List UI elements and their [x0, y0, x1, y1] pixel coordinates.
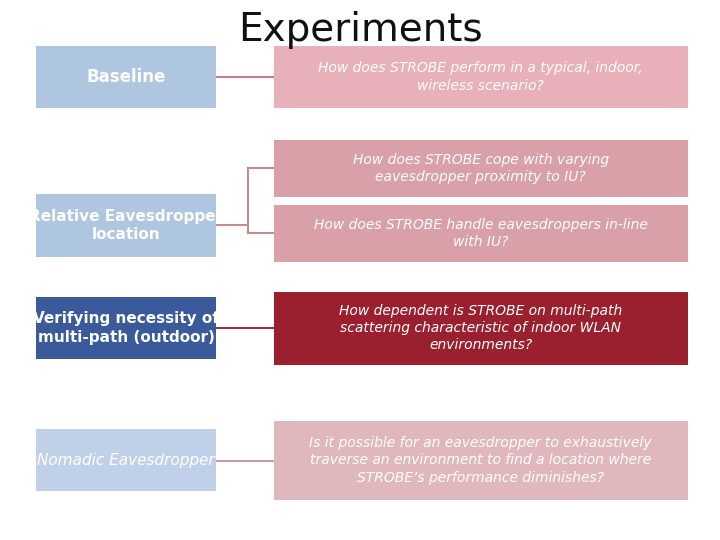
Text: How dependent is STROBE on multi-path
scattering characteristic of indoor WLAN
e: How dependent is STROBE on multi-path sc… [339, 303, 622, 352]
Text: Nomadic Eavesdropper: Nomadic Eavesdropper [37, 453, 215, 468]
Text: Is it possible for an eavesdropper to exhaustively
traverse an environment to fi: Is it possible for an eavesdropper to ex… [310, 436, 652, 485]
FancyBboxPatch shape [274, 421, 688, 500]
Text: How does STROBE cope with varying
eavesdropper proximity to IU?: How does STROBE cope with varying eavesd… [353, 153, 608, 184]
Text: Relative Eavesdropper
location: Relative Eavesdropper location [29, 208, 223, 242]
Text: How does STROBE perform in a typical, indoor,
wireless scenario?: How does STROBE perform in a typical, in… [318, 62, 643, 92]
FancyBboxPatch shape [274, 205, 688, 262]
FancyBboxPatch shape [36, 194, 216, 256]
FancyBboxPatch shape [36, 429, 216, 491]
FancyBboxPatch shape [274, 292, 688, 364]
FancyBboxPatch shape [274, 46, 688, 108]
Text: Baseline: Baseline [86, 68, 166, 86]
FancyBboxPatch shape [274, 140, 688, 197]
FancyBboxPatch shape [36, 297, 216, 359]
Text: Experiments: Experiments [238, 11, 482, 49]
Text: Verifying necessity of
multi-path (outdoor): Verifying necessity of multi-path (outdo… [33, 311, 219, 345]
Text: How does STROBE handle eavesdroppers in-line
with IU?: How does STROBE handle eavesdroppers in-… [314, 218, 647, 249]
FancyBboxPatch shape [36, 46, 216, 108]
